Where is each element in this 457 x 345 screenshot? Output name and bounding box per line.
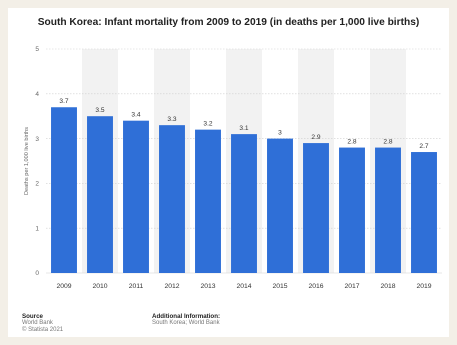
- bar: [411, 152, 437, 273]
- data-label: 2.8: [383, 139, 392, 146]
- data-label: 2.8: [347, 139, 356, 146]
- data-label: 3.3: [167, 116, 176, 123]
- x-tick-label: 2018: [380, 283, 395, 290]
- additional-info-block: Additional Information: South Korea; Wor…: [152, 313, 220, 327]
- source-heading: Source: [22, 313, 43, 320]
- x-tick-label: 2019: [416, 283, 431, 290]
- y-axis-label: Deaths per 1,000 live births: [24, 127, 30, 195]
- x-tick-label: 2014: [236, 283, 251, 290]
- y-tick-label: 0: [35, 270, 39, 277]
- bar: [159, 125, 185, 273]
- data-label: 2.7: [419, 143, 428, 150]
- y-tick-label: 2: [35, 181, 39, 188]
- y-tick-label: 4: [35, 91, 39, 98]
- x-tick-label: 2009: [56, 283, 71, 290]
- bar: [231, 134, 257, 273]
- data-label: 3.5: [95, 107, 104, 114]
- additional-info-heading: Additional Information:: [152, 313, 221, 320]
- x-tick-label: 2017: [344, 283, 359, 290]
- bar: [267, 138, 293, 273]
- data-label: 3.7: [59, 98, 68, 105]
- x-tick-label: 2016: [308, 283, 323, 290]
- source-line-copyright: © Statista 2021: [22, 327, 64, 333]
- x-tick-label: 2010: [92, 283, 107, 290]
- bar: [339, 147, 365, 273]
- bar: [51, 107, 77, 274]
- source-block: Source World Bank © Statista 2021: [22, 313, 63, 334]
- y-tick-label: 3: [35, 136, 39, 143]
- bar: [375, 147, 401, 273]
- data-label: 3.4: [131, 112, 140, 119]
- x-tick-label: 2013: [200, 283, 215, 290]
- y-tick-label: 1: [35, 225, 39, 232]
- x-tick-label: 2015: [272, 283, 287, 290]
- chart-card: South Korea: Infant mortality from 2009 …: [8, 8, 449, 337]
- bar: [303, 143, 329, 273]
- additional-info-line: South Korea; World Bank: [152, 320, 220, 326]
- data-label: 3.2: [203, 121, 212, 128]
- source-line-world-bank: World Bank: [22, 320, 53, 326]
- data-label: 2.9: [311, 134, 320, 141]
- data-label: 3: [278, 130, 282, 137]
- bar-chart: 0 1 2 3 4 5 Deaths per 1,000 live births 3.7 200…: [24, 46, 442, 290]
- data-label: 3.1: [239, 125, 248, 132]
- bar: [123, 120, 149, 274]
- y-tick-label: 5: [35, 46, 39, 53]
- chart-title: South Korea: Infant mortality from 2009 …: [37, 17, 420, 28]
- bar: [87, 116, 113, 273]
- bar: [195, 129, 221, 273]
- x-tick-label: 2012: [164, 283, 179, 290]
- x-tick-label: 2011: [129, 283, 144, 290]
